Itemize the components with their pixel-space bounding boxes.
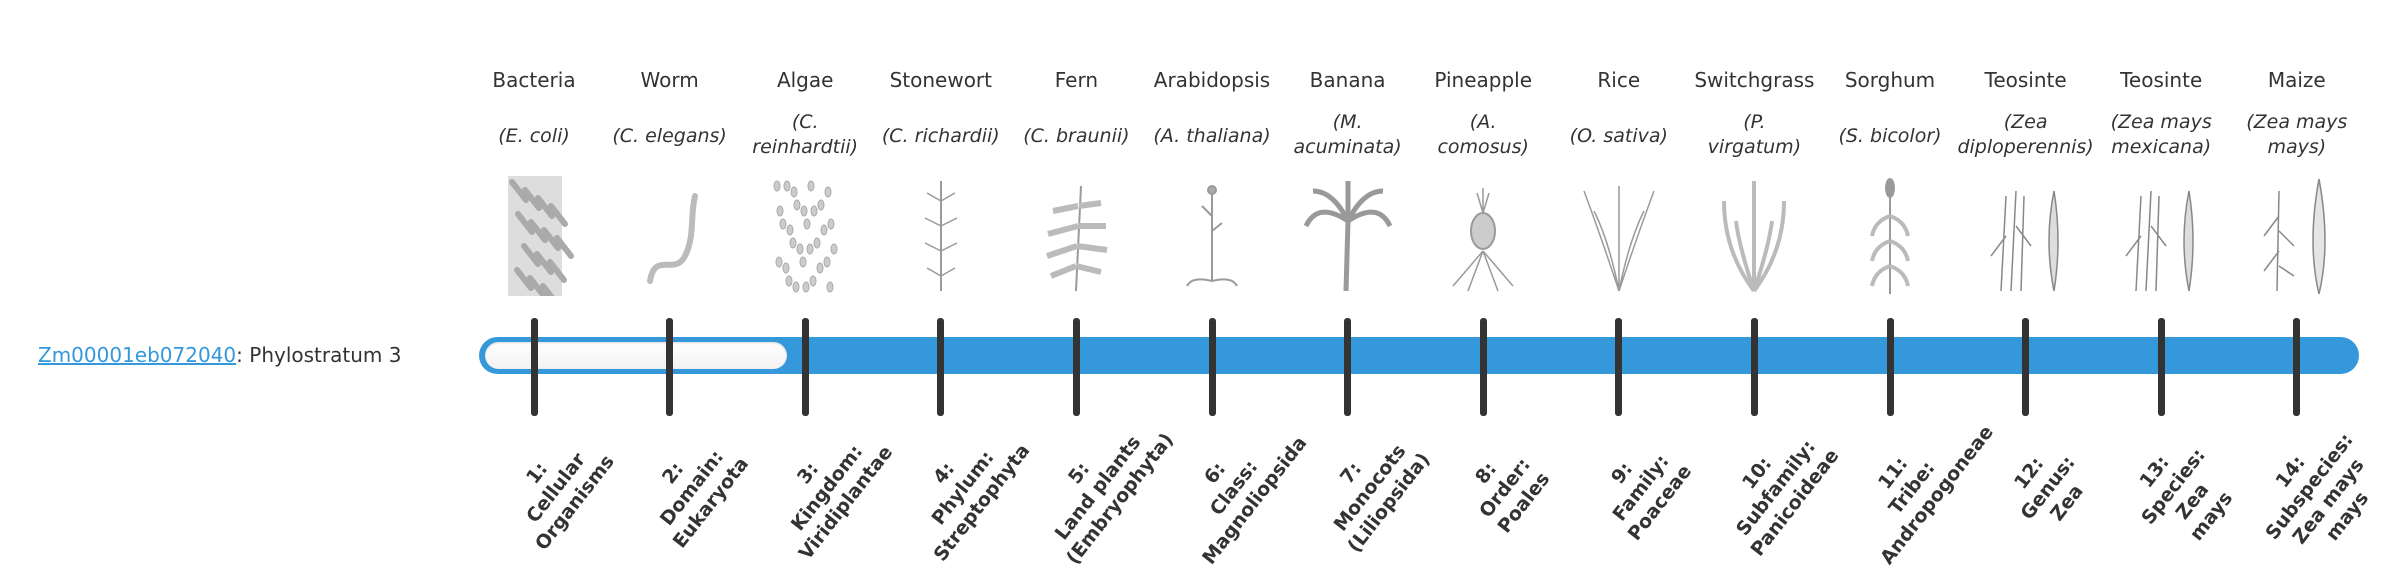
maize-image	[2247, 176, 2347, 296]
phylostratum-bar	[479, 337, 2359, 374]
species-name: (A. thaliana)	[1138, 124, 1286, 149]
organism-name: Arabidopsis	[1153, 68, 1271, 92]
species-name: (E. coli)	[460, 124, 608, 149]
stratum-label: 6: Class: Magnoliopsida	[1159, 407, 1311, 570]
species-name: (C. braunii)	[1002, 124, 1150, 149]
stratum-label: 14: Subspecies: Zea mays mays	[2235, 405, 2400, 582]
arabidopsis-image	[1162, 176, 1262, 296]
species-line: (C.	[791, 111, 819, 133]
stratum-tick	[2293, 318, 2301, 416]
species-line: (Zea mays	[2110, 111, 2212, 133]
organism-name: Maize	[2267, 68, 2326, 92]
species-line: diploperennis)	[1957, 136, 2094, 158]
stratum-tick	[1750, 318, 1758, 416]
organism-name: Rice	[1597, 68, 1641, 92]
stratum-label: 1: Cellular Organisms	[481, 407, 630, 570]
stratum-tick	[1208, 318, 1216, 416]
species-line: (P.	[1743, 111, 1766, 133]
gene-separator: :	[236, 343, 243, 367]
stratum-label: 12: Genus: Zea	[1973, 407, 2122, 570]
algae-image	[755, 176, 855, 296]
banana-image	[1298, 176, 1398, 296]
stratum-label: 7: Monocots (Liliopsida)	[1295, 407, 1444, 570]
species-line: comosus)	[1437, 136, 1529, 158]
organism-name: Teosinte	[1984, 68, 2067, 92]
organism-name: Banana	[1309, 68, 1386, 92]
stratum-tick	[1886, 318, 1894, 416]
stratum-label: 2: Domain: Eukaryota	[617, 407, 766, 570]
species-name: (C. reinhardtii)	[731, 110, 879, 160]
organism-name: Worm	[640, 68, 699, 92]
organism-name: Bacteria	[492, 68, 576, 92]
species-line: (A.	[1469, 111, 1497, 133]
stratum-tick	[2022, 318, 2030, 416]
species-line: (A. thaliana)	[1153, 125, 1271, 147]
organism-name: Pineapple	[1434, 68, 1533, 92]
species-name: (M. acuminata)	[1274, 110, 1422, 160]
stratum-label: 10: Subfamily: Panicoideae	[1702, 407, 1851, 570]
rice-image	[1569, 176, 1669, 296]
species-name: (O. sativa)	[1545, 124, 1693, 149]
stratum-tick	[666, 318, 674, 416]
stratum-tick	[1479, 318, 1487, 416]
species-name: (S. bicolor)	[1816, 124, 1964, 149]
stratum-tick	[1072, 318, 1080, 416]
species-line: (Zea mays	[2246, 111, 2348, 133]
worm-image	[620, 176, 720, 296]
species-line: (C. elegans)	[612, 125, 727, 147]
gene-link[interactable]: Zm00001eb072040	[38, 343, 237, 367]
species-name: (Zea mays mays)	[2223, 110, 2371, 160]
stratum-tick	[937, 318, 945, 416]
sorghum-image	[1840, 176, 1940, 296]
species-line: mays)	[2267, 136, 2327, 158]
switchgrass-image	[1704, 176, 1804, 296]
phylostratum-text: Phylostratum 3	[242, 343, 402, 367]
organism-name: Fern	[1054, 68, 1099, 92]
species-line: mexicana)	[2111, 136, 2212, 158]
stonewort-image	[891, 176, 991, 296]
species-line: (C. braunii)	[1023, 125, 1130, 147]
species-line: (C. richardii)	[881, 125, 1000, 147]
stratum-tick	[801, 318, 809, 416]
fern-image	[1026, 176, 1126, 296]
species-name: (Zea diploperennis)	[1952, 110, 2100, 160]
stratum-tick	[530, 318, 538, 416]
species-line: (E. coli)	[498, 125, 570, 147]
organism-name: Teosinte	[2120, 68, 2203, 92]
organism-name: Algae	[776, 68, 834, 92]
organism-name: Stonewort	[889, 68, 992, 92]
species-line: (Zea	[2003, 111, 2048, 133]
stratum-tick	[2157, 318, 2165, 416]
organism-name: Switchgrass	[1694, 68, 1815, 92]
species-name: (A. comosus)	[1409, 110, 1557, 160]
organism-name: Sorghum	[1844, 68, 1936, 92]
stratum-label: 8: Order: Poales	[1431, 407, 1580, 570]
species-line: acuminata)	[1293, 136, 1402, 158]
species-line: (O. sativa)	[1569, 125, 1668, 147]
species-name: (P. virgatum)	[1680, 110, 1828, 160]
species-line: (M.	[1332, 111, 1363, 133]
teosinte-image	[1976, 176, 2076, 296]
teosinte-image	[2111, 176, 2211, 296]
bacteria-image	[484, 176, 584, 307]
gene-phylostratum-label: Zm00001eb072040: Phylostratum 3	[38, 340, 401, 370]
stratum-label: 9: Family: Poaceae	[1566, 407, 1715, 570]
stratum-label: 3: Kingdom: Viridiplantae	[753, 407, 902, 570]
pineapple-image	[1433, 176, 1533, 296]
stratum-tick	[1344, 318, 1352, 416]
species-line: virgatum)	[1707, 136, 1802, 158]
stratum-label: 13: Species: Zea mays	[2099, 405, 2267, 582]
stratum-label: 11: Tribe: Andropogoneae	[1837, 407, 1998, 570]
stratum-label: 4: Phylum: Streptophyta	[888, 407, 1037, 570]
species-line: (S. bicolor)	[1838, 125, 1942, 147]
stratum-label: 5: Land plants (Embryophyta)	[1024, 407, 1178, 570]
species-line: reinhardtii)	[752, 136, 859, 158]
species-name: (Zea mays mexicana)	[2087, 110, 2235, 160]
stratum-tick	[1615, 318, 1623, 416]
species-name: (C. richardii)	[867, 124, 1015, 149]
species-name: (C. elegans)	[596, 124, 744, 149]
